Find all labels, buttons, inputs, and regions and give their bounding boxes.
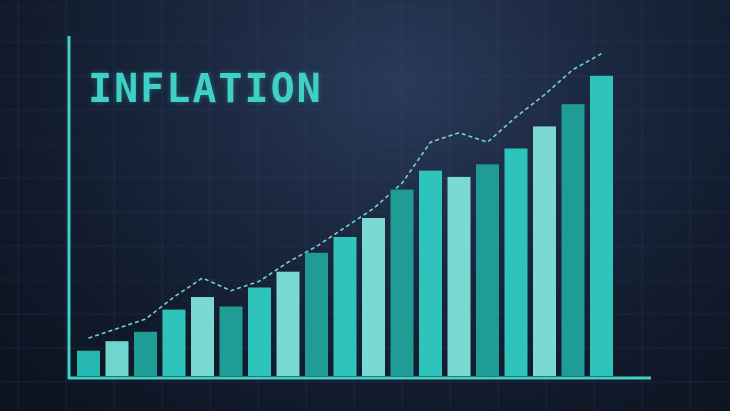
bar — [390, 189, 414, 376]
bar — [248, 287, 271, 376]
bar — [305, 252, 328, 376]
bar — [362, 218, 385, 376]
bar — [333, 237, 357, 376]
chart-title: INFLATION — [88, 66, 323, 112]
bar — [504, 148, 528, 376]
bar — [590, 75, 613, 377]
bar — [77, 350, 100, 376]
bar — [134, 331, 157, 376]
bar — [561, 104, 585, 376]
bar — [476, 164, 499, 376]
bar — [219, 306, 243, 376]
bar — [276, 271, 300, 376]
bar — [533, 126, 556, 377]
bar — [162, 309, 186, 376]
trend-line — [88, 53, 602, 339]
bar — [191, 297, 214, 376]
bar — [447, 176, 471, 376]
bar — [105, 341, 129, 376]
bar — [419, 170, 442, 376]
